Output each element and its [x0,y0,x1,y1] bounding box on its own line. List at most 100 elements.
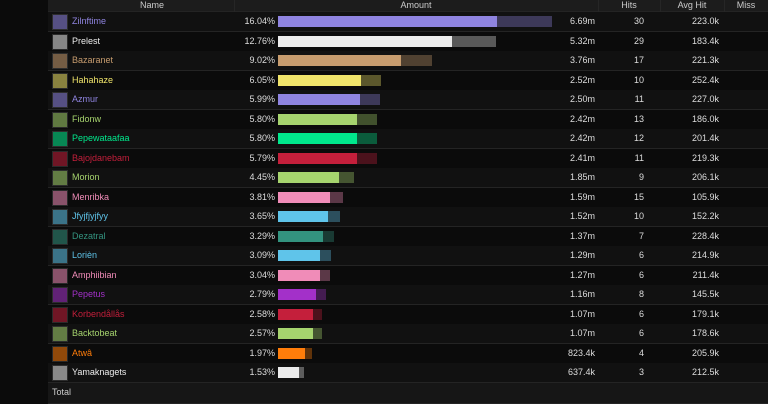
hits: 6 [638,250,644,260]
percent: 6.05% [249,74,275,85]
player-name[interactable]: Bajojdanebam [72,152,130,163]
class-icon [52,72,68,89]
player-name[interactable]: Hahahaze [72,74,114,85]
column-header[interactable]: Miss [736,0,756,10]
class-icon [52,267,68,284]
amount: 1.16m [569,289,595,299]
player-name[interactable]: Dezatral [72,230,106,241]
percent: 5.79% [249,152,275,163]
player-name[interactable]: Jfyjfjyjfyy [72,211,108,221]
avg-hit: 152.2k [691,211,719,221]
amount: 1.27m [569,269,595,280]
player-name[interactable]: Amphiibian [72,269,117,280]
player-name[interactable]: Pepewataafaa [72,133,130,143]
avg-hit: 219.3k [691,152,719,163]
hits: 6 [638,269,644,280]
column-header[interactable]: Hits [621,0,637,10]
header-row [48,0,768,12]
avg-hit: 183.4k [691,35,719,46]
player-name[interactable]: Zilnftime [72,16,107,26]
percent: 5.99% [249,94,275,104]
percent: 2.57% [249,328,275,338]
avg-hit: 227.0k [691,94,719,104]
hits: 13 [633,113,644,124]
avg-hit: 186.0k [691,113,719,124]
amount: 2.42m [569,113,595,124]
avg-hit: 178.6k [691,328,719,338]
player-name[interactable]: Korbendållås [72,308,125,319]
amount-bar [278,191,331,203]
hits: 29 [633,35,644,46]
avg-hit: 212.5k [691,367,719,377]
amount: 1.52m [569,211,595,221]
percent: 5.80% [249,133,275,143]
avg-hit: 105.9k [691,191,719,202]
player-name[interactable]: Atwâ [72,347,93,358]
column-header[interactable]: Name [139,0,164,10]
amount: 2.41m [569,152,595,163]
avg-hit: 223.0k [691,16,719,26]
player-name[interactable]: Yamaknagets [72,367,127,377]
total-label: Total [52,386,72,397]
hits: 6 [638,328,644,338]
player-name[interactable]: Pepetus [72,289,106,299]
percent: 3.65% [249,211,275,221]
amount-bar [278,211,328,222]
amount-bar [278,347,305,359]
class-icon [52,14,68,30]
amount-bar [278,74,361,86]
player-name[interactable]: Azmur [72,94,99,104]
percent: 12.76% [244,35,275,46]
hits: 17 [633,55,644,65]
amount: 1.07m [569,308,595,319]
class-icon [52,209,68,225]
amount: 1.37m [569,230,595,241]
class-icon [52,150,68,167]
hits: 4 [638,347,644,358]
avg-hit: 211.4k [692,269,719,280]
player-name[interactable]: Fidonw [72,113,102,124]
class-icon [52,111,68,128]
avg-hit: 201.4k [691,133,719,143]
player-name[interactable]: Menribka [72,191,110,202]
amount-bar [278,55,402,66]
amount: 3.76m [569,55,595,65]
amount: 1.07m [569,328,595,338]
amount: 823.4k [567,347,595,358]
hits: 8 [638,289,644,299]
player-name[interactable]: Bazaranet [72,55,114,65]
class-icon [52,365,68,381]
amount-bar [278,133,358,144]
amount-bar [278,289,317,300]
player-name[interactable]: Backtobeat [72,328,118,338]
hits: 9 [638,172,644,182]
hits: 3 [638,367,644,377]
class-icon [52,170,68,186]
amount: 1.59m [569,191,595,202]
percent: 1.97% [249,347,275,358]
total-row [48,382,768,404]
hits: 10 [633,74,644,85]
hits: 30 [633,16,644,26]
hits: 7 [638,230,644,241]
column-header[interactable]: Avg Hit [677,0,707,10]
amount: 637.4k [567,367,595,377]
avg-hit: 205.9k [691,347,719,358]
column-header[interactable]: Amount [400,0,432,10]
class-icon [52,53,68,69]
percent: 4.45% [249,172,275,182]
amount-bar [278,230,323,242]
amount-bar [278,16,498,27]
amount: 1.29m [569,250,595,260]
percent: 5.80% [249,113,275,124]
class-icon [52,228,68,245]
class-icon [52,189,68,206]
amount-bar [278,308,314,320]
class-icon [52,345,68,362]
class-icon [52,131,68,147]
player-name[interactable]: Lorièn [72,250,98,260]
player-name[interactable]: Morion [72,172,100,182]
player-name[interactable]: Prelest [72,35,101,46]
amount: 2.52m [569,74,595,85]
